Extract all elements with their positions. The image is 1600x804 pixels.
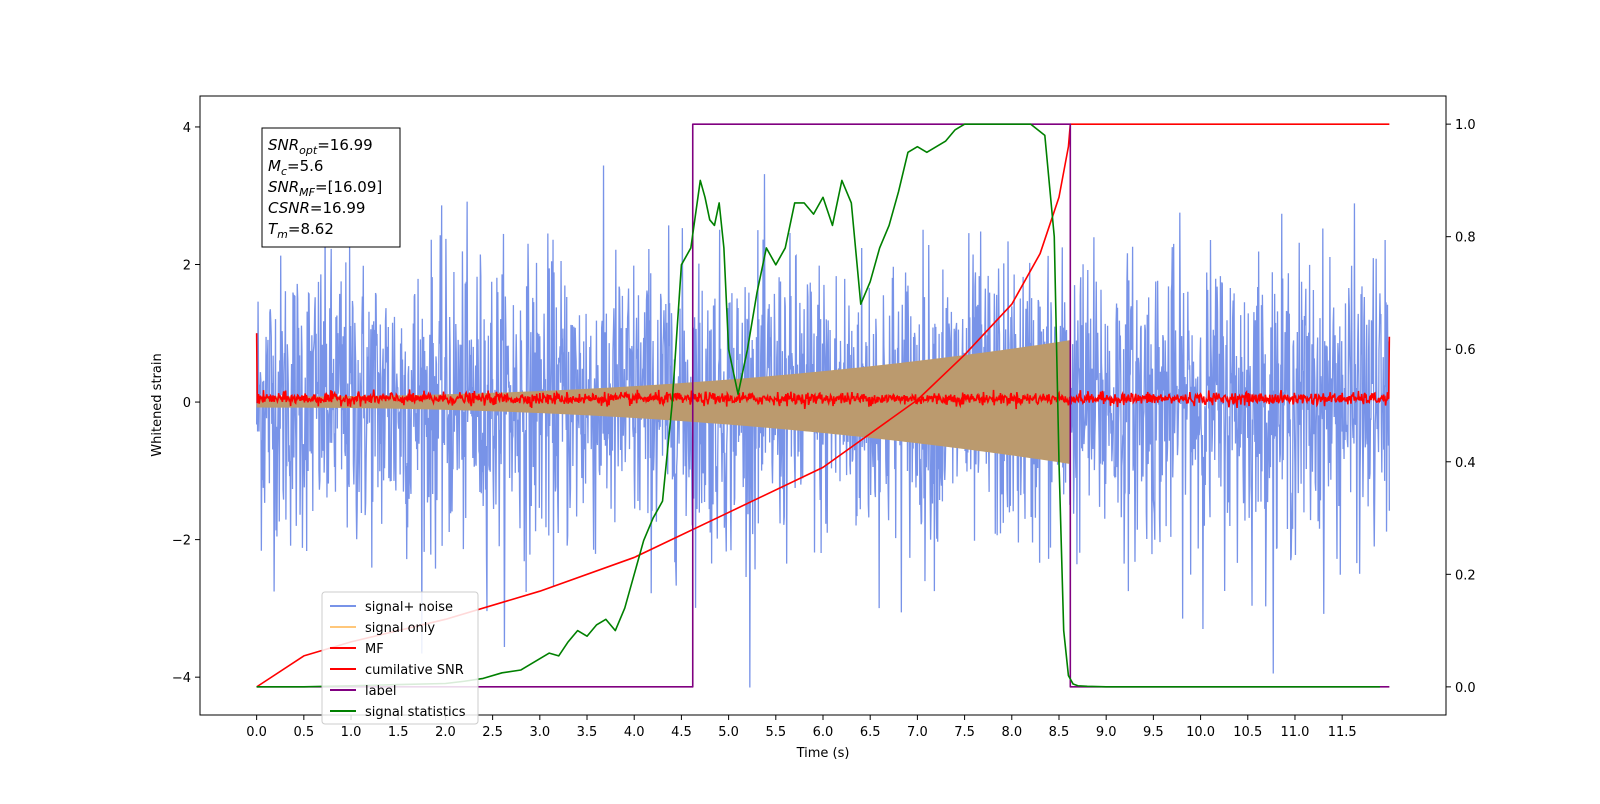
legend: signal+ noise signal only MF cumilative SNR… <box>321 591 479 725</box>
x-tick-label: 6.5 <box>860 725 881 740</box>
x-tick-label: 4.0 <box>624 725 645 740</box>
annotation-line: Tm=8.62 <box>268 220 334 241</box>
annotation-line: SNRopt=16.99 <box>268 136 373 157</box>
x-tick-label: 11.5 <box>1328 725 1357 740</box>
left-y-tick-label: −2 <box>172 534 191 549</box>
legend-entry: MF <box>365 642 384 657</box>
left-y-axis-ticks: 4 2 0 −2 −4 <box>172 121 200 686</box>
x-tick-label: 10.0 <box>1186 725 1215 740</box>
x-tick-label: 4.5 <box>671 725 692 740</box>
right-y-tick-label: 0.2 <box>1455 568 1476 583</box>
x-tick-label: 7.0 <box>907 725 928 740</box>
right-y-tick-label: 0.6 <box>1455 343 1476 358</box>
x-tick-label: 2.0 <box>435 725 456 740</box>
left-y-tick-label: 4 <box>183 121 191 136</box>
x-tick-label: 3.5 <box>577 725 598 740</box>
right-y-tick-label: 1.0 <box>1455 118 1476 133</box>
x-tick-label: 6.0 <box>813 725 834 740</box>
legend-entry: signal+ noise <box>365 600 453 615</box>
right-y-tick-label: 0.8 <box>1455 231 1476 246</box>
mf-line <box>255 333 1391 410</box>
legend-entry: signal statistics <box>365 705 466 720</box>
x-tick-label: 1.5 <box>388 725 409 740</box>
legend-entry: cumilative SNR <box>365 663 464 678</box>
mf-series <box>255 333 1391 410</box>
annotation-box: SNRopt=16.99Mc=5.6SNRMF=[16.09]CSNR=16.9… <box>261 127 401 248</box>
annotation-frame <box>261 127 401 248</box>
x-tick-label: 7.5 <box>954 725 975 740</box>
left-y-tick-label: 2 <box>183 259 191 274</box>
right-y-tick-label: 0.4 <box>1455 456 1476 471</box>
x-tick-label: 8.5 <box>1049 725 1070 740</box>
x-tick-label: 0.0 <box>246 725 267 740</box>
x-tick-label: 11.0 <box>1280 725 1309 740</box>
x-tick-label: 0.5 <box>293 725 314 740</box>
legend-entry: signal only <box>365 621 435 636</box>
legend-entry: label <box>365 684 396 699</box>
signal-statistics-line <box>256 123 1380 688</box>
x-tick-label: 5.0 <box>718 725 739 740</box>
left-y-tick-label: 0 <box>183 396 191 411</box>
annotation-line: Mc=5.6 <box>268 157 323 178</box>
y-axis-label: Whitened strain <box>150 353 165 456</box>
x-tick-label: 3.0 <box>529 725 550 740</box>
right-y-axis-ticks: 1.0 0.8 0.6 0.4 0.2 0.0 <box>1446 118 1476 696</box>
x-tick-label: 2.5 <box>482 725 503 740</box>
right-y-tick-label: 0.0 <box>1455 681 1476 696</box>
annotation-line: CSNR=16.99 <box>268 199 365 217</box>
x-tick-label: 9.0 <box>1096 725 1117 740</box>
x-tick-label: 10.5 <box>1233 725 1262 740</box>
x-tick-label: 8.0 <box>1001 725 1022 740</box>
x-axis-label: Time (s) <box>796 746 850 761</box>
left-y-tick-label: −4 <box>172 671 191 686</box>
x-axis-ticks: 0.0 0.5 1.0 1.5 2.0 2.5 3.0 3.5 4.0 4.5 5.0 5.5 6.0 6… <box>246 715 1357 740</box>
legend-frame <box>321 591 479 725</box>
x-tick-label: 5.5 <box>765 725 786 740</box>
signal-statistics-series <box>256 123 1380 688</box>
x-tick-label: 1.0 <box>341 725 362 740</box>
x-tick-label: 9.5 <box>1143 725 1164 740</box>
annotation-line: SNRMF=[16.09] <box>268 178 382 199</box>
